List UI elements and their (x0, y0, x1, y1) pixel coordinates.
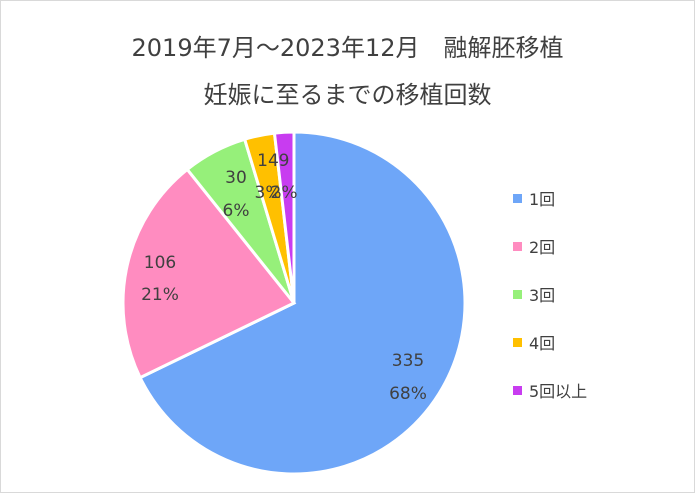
legend-label-2: 2回 (529, 238, 555, 257)
slice-value-label-5: 9 (279, 151, 290, 171)
chart-subtitle: 妊娠に至るまでの移植回数 (203, 81, 492, 109)
slice-value-label-3: 30 (225, 168, 247, 188)
legend: 1回 2回 3回 4回 5回以上 (513, 190, 587, 401)
slice-percent-label-1: 68% (389, 384, 427, 404)
data-labels: 335 68% 106 21% 30 6% 14 3% 9 2% (141, 151, 427, 404)
legend-label-1: 1回 (529, 190, 555, 209)
slice-percent-label-2: 21% (141, 285, 179, 305)
pie-slice-1 (138, 130, 467, 476)
legend-swatch-3 (513, 290, 522, 299)
chart-title: 2019年7月～2023年12月 融解胚移植 (131, 34, 564, 62)
pie-slice-5 (272, 130, 296, 304)
legend-label-4: 4回 (529, 334, 555, 353)
slice-percent-label-4: 3% (255, 183, 282, 203)
legend-swatch-2 (513, 242, 522, 251)
slice-value-label-4: 14 (257, 151, 279, 171)
pie-slices (121, 130, 467, 476)
legend-swatch-4 (513, 338, 522, 347)
slice-percent-label-5: 2% (271, 183, 298, 203)
legend-label-3: 3回 (529, 286, 555, 305)
legend-swatch-1 (513, 194, 522, 203)
slice-value-label-1: 335 (392, 351, 424, 371)
legend-label-5: 5回以上 (529, 382, 587, 401)
slice-value-label-2: 106 (144, 253, 176, 273)
pie-slice-2 (121, 167, 297, 380)
slice-percent-label-3: 6% (223, 201, 250, 221)
legend-swatch-5 (513, 386, 522, 395)
